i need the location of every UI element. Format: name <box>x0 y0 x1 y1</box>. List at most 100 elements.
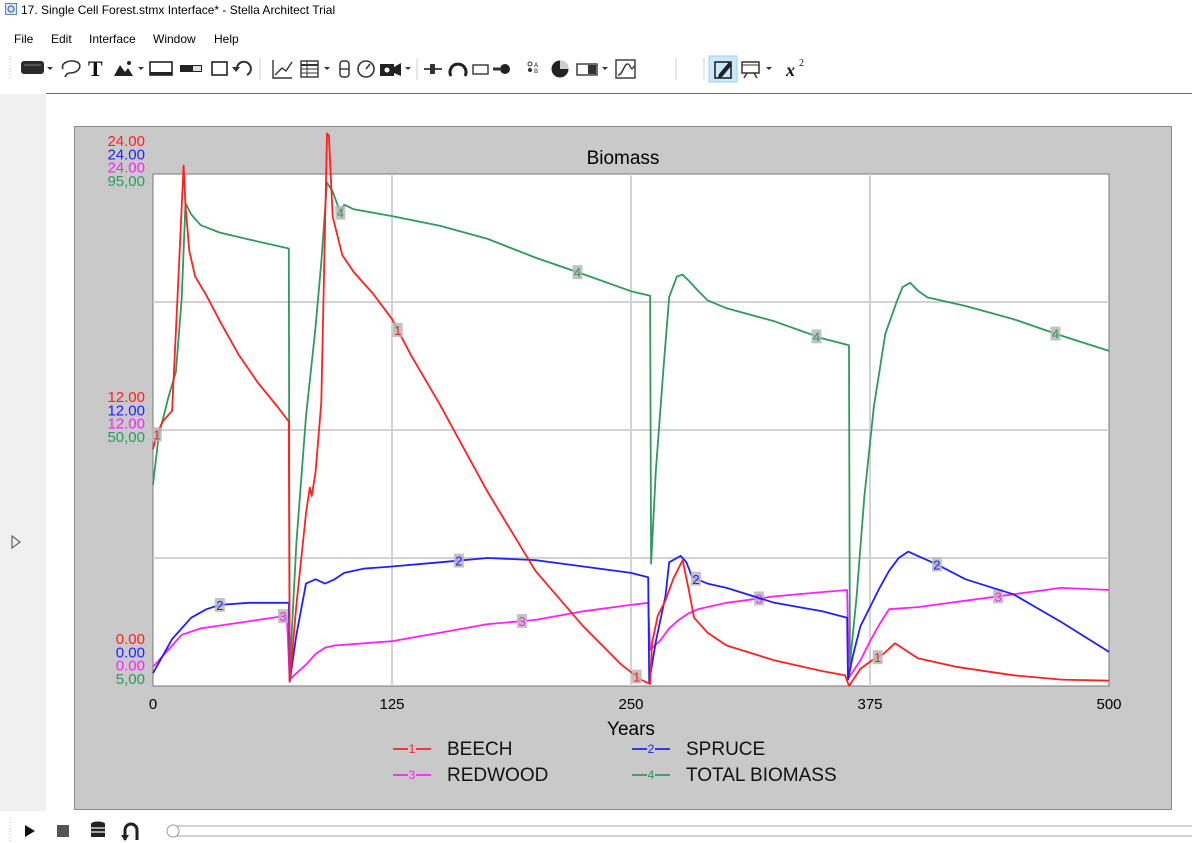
x-tick-label: 125 <box>379 696 404 713</box>
stock-button-icon[interactable] <box>21 61 44 74</box>
series-marker: 2 <box>453 553 464 569</box>
graph-tool-icon[interactable] <box>272 60 293 79</box>
legend-item: 4 TOTAL BIOMASS <box>632 765 837 786</box>
pie-tool-icon[interactable] <box>551 60 569 78</box>
series-marker: 1 <box>392 322 403 338</box>
y-tick-label: 12.00 <box>107 389 145 406</box>
dropdown-arrow-icon[interactable] <box>324 67 330 70</box>
text-tool-icon[interactable]: T <box>88 56 103 81</box>
x-tick-label: 375 <box>857 696 882 713</box>
svg-text:1: 1 <box>409 742 416 756</box>
image-tool-icon[interactable] <box>114 61 133 76</box>
series-marker: 2 <box>214 597 225 613</box>
menu-bar: File Edit Interface Window Help <box>0 31 1192 49</box>
series-marker: 3 <box>517 614 528 629</box>
dropdown-arrow-icon[interactable] <box>405 67 411 70</box>
list-input-icon[interactable] <box>576 63 598 76</box>
svg-text:4: 4 <box>813 329 820 344</box>
svg-text:1: 1 <box>633 670 640 685</box>
data-manager-icon[interactable] <box>91 821 105 838</box>
svg-text:4: 4 <box>574 265 581 280</box>
y-tick-label: 0.00 <box>116 658 145 675</box>
graph-widget[interactable]: Biomass 24.00 24.00 24.00 95,00 12.00 12.00 12… <box>74 126 1172 810</box>
gauge-tool-icon[interactable] <box>357 60 375 78</box>
svg-text:2: 2 <box>455 554 462 569</box>
y-tick-label: 5,00 <box>116 671 145 688</box>
y-tick-label: 0.00 <box>116 631 145 648</box>
series-marker: 4 <box>335 205 346 221</box>
y-tick-label: 24.00 <box>107 146 145 163</box>
legend-item: 3 REDWOOD <box>393 765 548 786</box>
svg-text:2: 2 <box>933 557 940 572</box>
series-marker: 1 <box>151 427 162 442</box>
x-tick-label: 250 <box>618 696 643 713</box>
numeric-display-icon[interactable] <box>339 60 350 78</box>
play-icon[interactable] <box>25 825 35 837</box>
slider-tool-icon[interactable] <box>149 61 173 76</box>
expand-panel-arrow-icon[interactable] <box>11 535 21 549</box>
svg-text:3: 3 <box>994 589 1001 604</box>
title-bar: 17. Single Cell Forest.stmx Interface* -… <box>0 0 1192 31</box>
presentation-icon[interactable] <box>741 61 760 79</box>
connector-tool-icon[interactable] <box>424 64 442 74</box>
legend-item: 1 BEECH <box>393 739 512 760</box>
table-tool-icon[interactable] <box>300 60 319 78</box>
x-tick-label: 0 <box>149 696 157 713</box>
chart-title: Biomass <box>587 148 660 169</box>
series-line-total-biomass <box>152 181 1110 674</box>
input-box-icon[interactable] <box>472 64 489 75</box>
window-title: 17. Single Cell Forest.stmx Interface* -… <box>21 3 336 17</box>
series-marker: 2 <box>691 571 702 587</box>
equation-label: x <box>785 60 795 80</box>
dropdown-arrow-icon[interactable] <box>138 67 144 70</box>
canvas-top-border <box>46 93 1192 94</box>
series-marker: 2 <box>931 557 942 572</box>
legend-item: 2 SPRUCE <box>632 739 765 760</box>
knob-tool-icon[interactable] <box>448 62 468 77</box>
radio-group-icon[interactable]: A B <box>527 61 539 75</box>
panel-tool-icon[interactable] <box>211 61 228 76</box>
toggle-tool-icon[interactable] <box>493 64 510 74</box>
menu-help[interactable]: Help <box>214 32 239 46</box>
series-marker: 4 <box>811 329 822 344</box>
menu-edit[interactable]: Edit <box>51 32 72 46</box>
lasso-icon[interactable] <box>61 60 81 78</box>
y-tick-label: 50,00 <box>107 429 145 446</box>
refresh-tool-icon[interactable] <box>232 60 252 76</box>
animation-tool-icon[interactable] <box>380 63 401 76</box>
menu-file[interactable]: File <box>14 32 34 46</box>
dropdown-arrow-icon[interactable] <box>766 67 772 70</box>
series-line-beech <box>152 132 1110 687</box>
y-tick-label: 24.00 <box>107 133 145 150</box>
menu-interface[interactable]: Interface <box>89 32 136 46</box>
left-side-panel <box>0 94 46 811</box>
switch-tool-icon[interactable] <box>180 65 202 72</box>
series-marker: 3 <box>278 609 289 624</box>
run-control-bar <box>0 815 1192 843</box>
restore-arrow-icon <box>121 835 129 841</box>
series-marker: 4 <box>1050 326 1061 342</box>
time-slider-track[interactable] <box>167 825 1192 837</box>
dropdown-arrow-icon[interactable] <box>47 67 53 70</box>
svg-text:SPRUCE: SPRUCE <box>686 739 765 760</box>
restore-icon[interactable] <box>123 822 139 840</box>
dropdown-arrow-icon[interactable] <box>602 67 608 70</box>
equation-icon[interactable]: x 2 <box>785 58 804 80</box>
stop-icon[interactable] <box>57 825 69 837</box>
y-tick-label: 12.00 <box>107 416 145 433</box>
biomass-chart: Biomass 24.0024.0024.0095,0012.0012.0012… <box>107 132 1122 786</box>
svg-text:TOTAL BIOMASS: TOTAL BIOMASS <box>686 765 837 786</box>
svg-text:4: 4 <box>1052 327 1059 342</box>
graphical-input-icon[interactable] <box>615 59 636 79</box>
x-tick-label: 500 <box>1096 696 1121 713</box>
series-marker: 3 <box>993 589 1004 604</box>
edit-mode-icon[interactable] <box>708 55 738 83</box>
y-tick-label: 0.00 <box>116 644 145 661</box>
series-marker: 4 <box>572 265 583 280</box>
svg-text:2: 2 <box>692 572 699 587</box>
time-slider-thumb[interactable] <box>166 824 180 838</box>
svg-text:3: 3 <box>279 609 286 624</box>
svg-text:1: 1 <box>874 650 881 665</box>
menu-window[interactable]: Window <box>153 32 196 46</box>
y-tick-label: 12.00 <box>107 402 145 419</box>
